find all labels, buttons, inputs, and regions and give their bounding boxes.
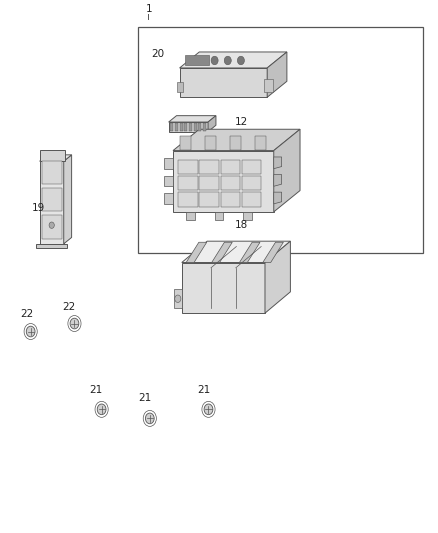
Polygon shape	[274, 129, 300, 212]
Bar	[198, 123, 201, 131]
Polygon shape	[164, 193, 173, 204]
Bar	[189, 123, 192, 131]
Bar	[185, 55, 209, 65]
Polygon shape	[274, 192, 282, 204]
Bar	[264, 78, 273, 92]
Circle shape	[70, 318, 79, 329]
Bar	[199, 192, 219, 206]
Polygon shape	[267, 52, 287, 97]
Polygon shape	[164, 175, 173, 186]
Bar	[177, 82, 183, 92]
Polygon shape	[274, 174, 282, 186]
Text: 22: 22	[21, 309, 34, 319]
Bar	[175, 123, 178, 131]
Polygon shape	[240, 242, 260, 262]
Bar	[205, 136, 215, 149]
Polygon shape	[274, 157, 282, 168]
Bar	[230, 136, 240, 149]
Bar	[178, 176, 198, 190]
Polygon shape	[186, 212, 195, 220]
Bar	[138, 27, 423, 253]
Bar	[199, 160, 219, 174]
Circle shape	[145, 413, 154, 424]
Text: 21: 21	[197, 385, 210, 395]
Text: 21: 21	[90, 385, 103, 395]
Circle shape	[204, 404, 213, 415]
Polygon shape	[36, 244, 67, 248]
Polygon shape	[182, 262, 265, 313]
Circle shape	[26, 326, 35, 337]
Bar	[203, 123, 206, 131]
Polygon shape	[186, 242, 207, 262]
Polygon shape	[169, 122, 208, 132]
Bar	[199, 176, 219, 190]
Circle shape	[97, 404, 106, 415]
Bar	[194, 123, 197, 131]
Bar	[242, 176, 261, 190]
Text: 18: 18	[234, 220, 247, 230]
Text: 1: 1	[146, 4, 152, 14]
Bar	[180, 136, 191, 149]
Bar	[221, 192, 240, 206]
Polygon shape	[180, 68, 267, 97]
Polygon shape	[169, 116, 216, 122]
Polygon shape	[243, 212, 252, 220]
Circle shape	[211, 56, 218, 65]
Polygon shape	[263, 242, 283, 262]
Text: 20: 20	[151, 49, 164, 59]
Polygon shape	[174, 289, 182, 308]
Polygon shape	[182, 241, 290, 262]
Polygon shape	[39, 149, 64, 161]
Circle shape	[49, 222, 54, 228]
Bar	[180, 123, 183, 131]
Bar	[42, 188, 61, 211]
Text: 22: 22	[63, 302, 76, 312]
Text: 12: 12	[234, 117, 247, 126]
Circle shape	[237, 56, 244, 65]
Polygon shape	[173, 150, 274, 212]
Bar	[242, 160, 261, 174]
Circle shape	[175, 295, 181, 302]
Polygon shape	[215, 212, 223, 220]
Bar	[221, 176, 240, 190]
Polygon shape	[180, 52, 287, 68]
Bar	[254, 136, 265, 149]
Polygon shape	[164, 158, 173, 168]
Polygon shape	[212, 242, 232, 262]
Polygon shape	[39, 161, 64, 244]
Bar	[242, 192, 261, 206]
Polygon shape	[39, 155, 71, 161]
Bar	[184, 123, 187, 131]
Polygon shape	[208, 116, 216, 132]
Bar	[42, 160, 61, 184]
Polygon shape	[64, 155, 71, 244]
Text: 21: 21	[138, 393, 151, 403]
Bar	[42, 215, 61, 239]
Polygon shape	[265, 241, 290, 313]
Bar	[221, 160, 240, 174]
Bar	[178, 192, 198, 206]
Bar	[178, 160, 198, 174]
Text: 19: 19	[32, 203, 45, 213]
Polygon shape	[173, 129, 300, 150]
Circle shape	[224, 56, 231, 65]
Bar	[170, 123, 173, 131]
